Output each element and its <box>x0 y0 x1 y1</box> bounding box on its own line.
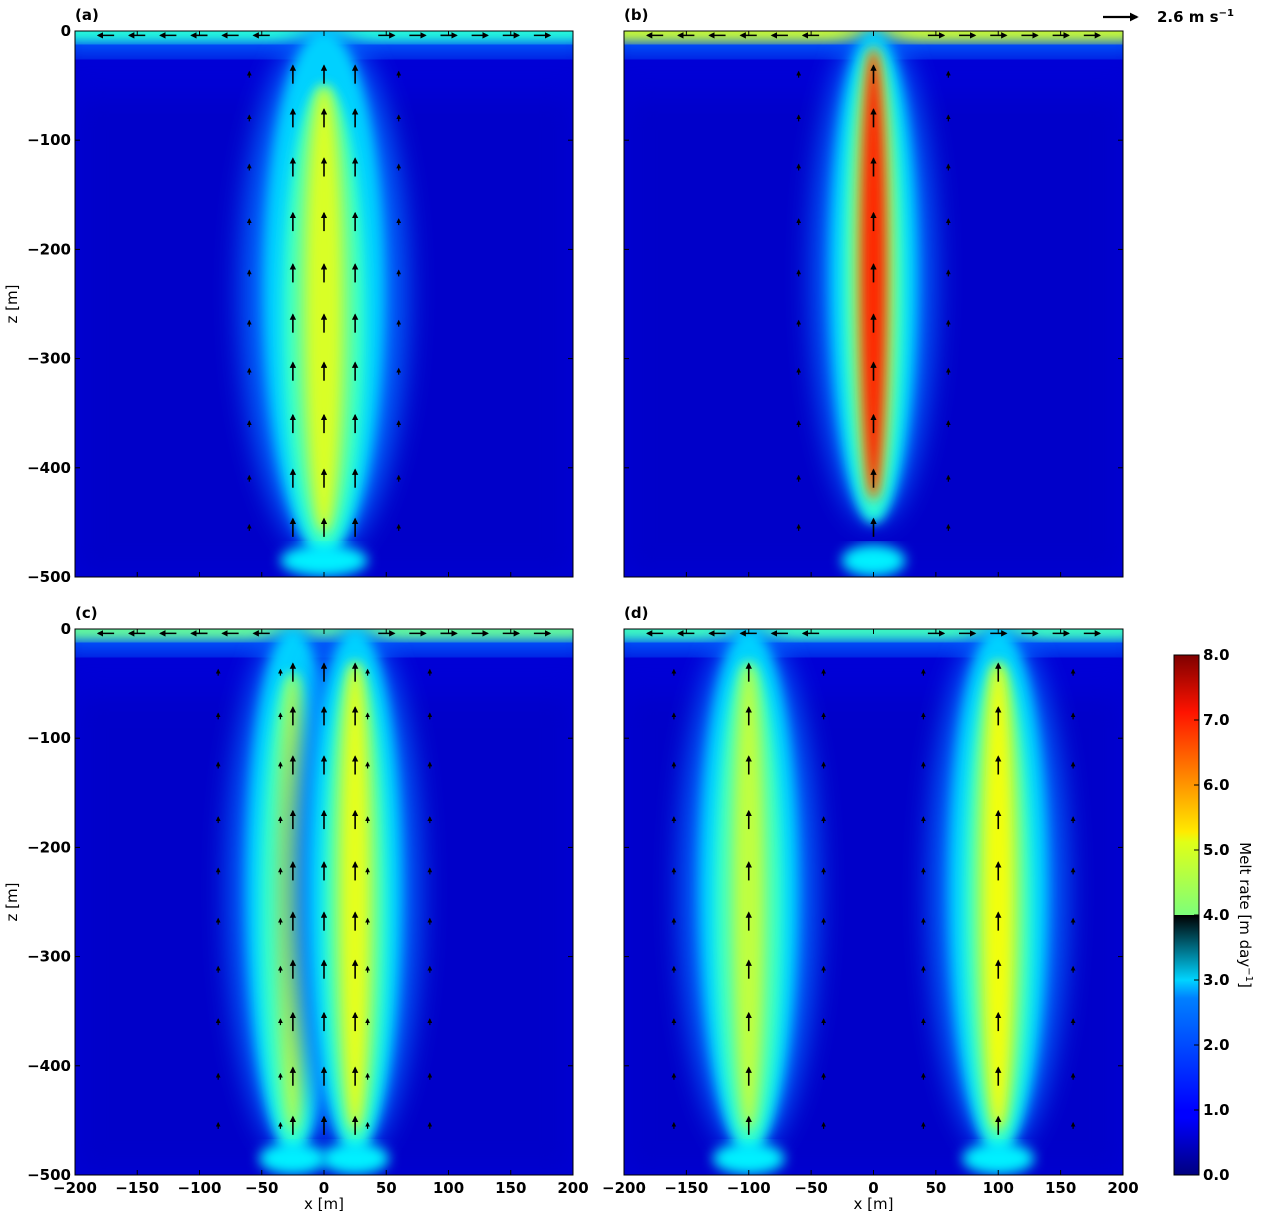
panel-label: (d) <box>624 604 648 622</box>
colorbar-tick-label: 1.0 <box>1203 1101 1230 1119</box>
colorbar-ticks: 0.0 1.0 2.0 3.0 4.0 5.0 6.0 7.0 8.0 <box>1194 646 1230 1184</box>
surface-layer <box>75 629 573 640</box>
plume-1-layer-4 <box>341 662 369 1131</box>
x-tick-label: 150 <box>495 1179 526 1197</box>
y-tick-label: −100 <box>27 131 71 149</box>
plume-0-layer-4 <box>306 86 342 533</box>
x-tick-label: −100 <box>178 1179 222 1197</box>
x-tick-label: 50 <box>925 1179 946 1197</box>
colorbar-tick-label: 5.0 <box>1203 841 1230 859</box>
surface-layer <box>624 629 1123 640</box>
plume-1-base <box>962 1142 1035 1175</box>
velocity-arrows <box>645 32 1102 537</box>
x-tick-label: 200 <box>557 1179 588 1197</box>
x-tick-label: 0 <box>868 1179 878 1197</box>
colorbar-tick-label: 0.0 <box>1203 1166 1230 1184</box>
y-tick-label: −200 <box>27 240 71 258</box>
y-tick-label: −200 <box>27 838 71 856</box>
plume-0-base <box>280 544 368 577</box>
panel-a: 0 −100 −200 −300 −400 −500 (a) z [m] <box>3 6 574 586</box>
colorbar-tick-label: 2.0 <box>1203 1036 1230 1054</box>
y-tick-label: −500 <box>27 1166 71 1184</box>
x-tick-label: 100 <box>983 1179 1014 1197</box>
plume-0-base <box>712 1142 785 1175</box>
x-axis-label: x [m] <box>854 1195 894 1213</box>
panel-label: (b) <box>624 6 648 24</box>
x-tick-label: 150 <box>1045 1179 1076 1197</box>
panel-label: (a) <box>75 6 99 24</box>
colorbar-label: Melt rate [m day−1] <box>1236 842 1254 988</box>
colorbar: 0.0 1.0 2.0 3.0 4.0 5.0 6.0 7.0 8.0 Melt rate [m… <box>1173 646 1254 1184</box>
colorbar-tick-label: 7.0 <box>1203 711 1230 729</box>
y-tick-label: −300 <box>27 350 71 368</box>
x-tick-label: 100 <box>433 1179 464 1197</box>
x-tick-label: −50 <box>794 1179 827 1197</box>
colorbar-tick-label: 3.0 <box>1203 971 1230 989</box>
melt-field <box>75 31 573 577</box>
melt-field <box>624 31 1123 577</box>
x-tick-label: −200 <box>602 1179 646 1197</box>
y-tick-label: −400 <box>27 1057 71 1075</box>
y-axis-label: z [m] <box>3 285 21 324</box>
panel-label: (c) <box>75 604 98 622</box>
colorbar-tick-label: 4.0 <box>1203 906 1230 924</box>
y-tick-label: 0 <box>61 22 71 40</box>
x-tick-label: 50 <box>376 1179 397 1197</box>
plume-1-base <box>321 1142 389 1175</box>
melt-field <box>624 629 1123 1175</box>
velocity-arrows <box>645 630 1102 1135</box>
y-tick-label: −500 <box>27 568 71 586</box>
y-tick-label: −300 <box>27 948 71 966</box>
y-tick-label: −100 <box>27 729 71 747</box>
x-tick-label: −150 <box>664 1179 708 1197</box>
y-axis-label: z [m] <box>3 883 21 922</box>
colorbar-tick-label: 6.0 <box>1203 776 1230 794</box>
y-tick-label: −400 <box>27 459 71 477</box>
colorbar-tick-label: 8.0 <box>1203 646 1230 664</box>
x-tick-label: −100 <box>727 1179 771 1197</box>
panel-c: −200 −150 −100 −50 0 50 100 150 2000−100−200−300… <box>3 604 589 1213</box>
y-tick-label: 0 <box>61 620 71 638</box>
plume-0-base <box>841 544 906 577</box>
panel-b: (b) <box>623 6 1124 578</box>
plume-0-base <box>259 1142 327 1175</box>
plume-1-layer-4 <box>983 662 1013 1131</box>
x-tick-label: 200 <box>1107 1179 1138 1197</box>
plume-0-layer-4 <box>734 662 764 1131</box>
melt-field <box>75 629 573 1175</box>
x-axis-label: x [m] <box>304 1195 344 1213</box>
x-tick-label: 0 <box>319 1179 329 1197</box>
reference-arrow-label: 2.6 m s−1 <box>1157 8 1234 26</box>
x-tick-label: −200 <box>53 1179 97 1197</box>
x-tick-label: −50 <box>245 1179 278 1197</box>
panel-d: −200 −150 −100 −50 0 50 100 150 200 (d) x [m] <box>602 604 1139 1213</box>
x-tick-label: −150 <box>115 1179 159 1197</box>
reference-arrow: 2.6 m s−1 <box>1103 8 1234 26</box>
